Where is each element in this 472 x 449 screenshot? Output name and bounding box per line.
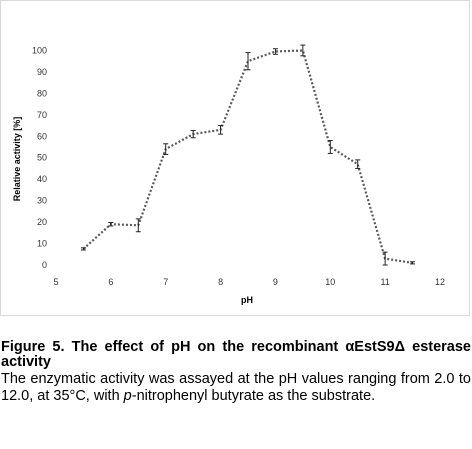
error-bar	[300, 44, 306, 57]
series-line	[82, 49, 413, 264]
x-axis: 5 6 7 8 9 10 11 12	[53, 277, 445, 287]
y-tick-label: 70	[37, 110, 47, 120]
error-bar	[218, 125, 224, 135]
error-bar	[245, 52, 251, 71]
x-tick-label: 9	[273, 277, 278, 287]
y-tick-label: 90	[37, 67, 47, 77]
error-bar	[190, 129, 196, 139]
y-tick-label: 50	[37, 153, 47, 163]
error-bar	[382, 251, 388, 266]
x-tick-label: 5	[53, 277, 58, 287]
error-bar	[135, 218, 141, 233]
y-tick-label: 60	[37, 131, 47, 141]
y-tick-label: 0	[42, 260, 47, 270]
error-bar	[108, 222, 114, 227]
x-axis-title: pH	[241, 295, 253, 305]
y-tick-label: 10	[37, 239, 47, 249]
caption-body-italic: p	[123, 388, 132, 404]
y-tick-label: 80	[37, 88, 47, 98]
y-axis: 0 10 20 30 40 50 60 70 80 90 100	[32, 45, 47, 270]
x-tick-label: 7	[163, 277, 168, 287]
x-tick-label: 6	[108, 277, 113, 287]
error-bars	[80, 44, 416, 266]
line-chart: 0 10 20 30 40 50 60 70 80 90 100 5 6 7 8 9 10 11 12 pH Re…	[12, 44, 445, 305]
error-bar	[410, 261, 416, 265]
caption-body-text: The enzymatic activity was assayed at th…	[1, 371, 471, 404]
error-bar	[272, 48, 278, 55]
caption-title: Figure 5. The effect of pH on the recomb…	[1, 339, 471, 370]
y-axis-title: Relative activity [%]	[12, 117, 22, 202]
error-bar	[327, 140, 333, 154]
x-tick-label: 12	[435, 277, 445, 287]
y-tick-label: 40	[37, 174, 47, 184]
x-tick-label: 8	[218, 277, 223, 287]
caption-body: The enzymatic activity was assayed at th…	[1, 371, 471, 405]
caption-body-text-end: -nitrophenyl butyrate as the substrate.	[131, 388, 376, 404]
y-tick-label: 100	[32, 45, 47, 55]
error-bar	[355, 159, 361, 169]
y-tick-label: 30	[37, 196, 47, 206]
y-tick-label: 20	[37, 217, 47, 227]
error-bar	[80, 247, 86, 251]
chart-area: 0 10 20 30 40 50 60 70 80 90 100 5 6 7 8 9 10 11 12 pH Re…	[0, 0, 470, 316]
error-bar	[163, 143, 169, 156]
figure-caption: Figure 5. The effect of pH on the recomb…	[1, 340, 471, 405]
x-tick-label: 10	[325, 277, 335, 287]
x-tick-label: 11	[380, 277, 389, 287]
